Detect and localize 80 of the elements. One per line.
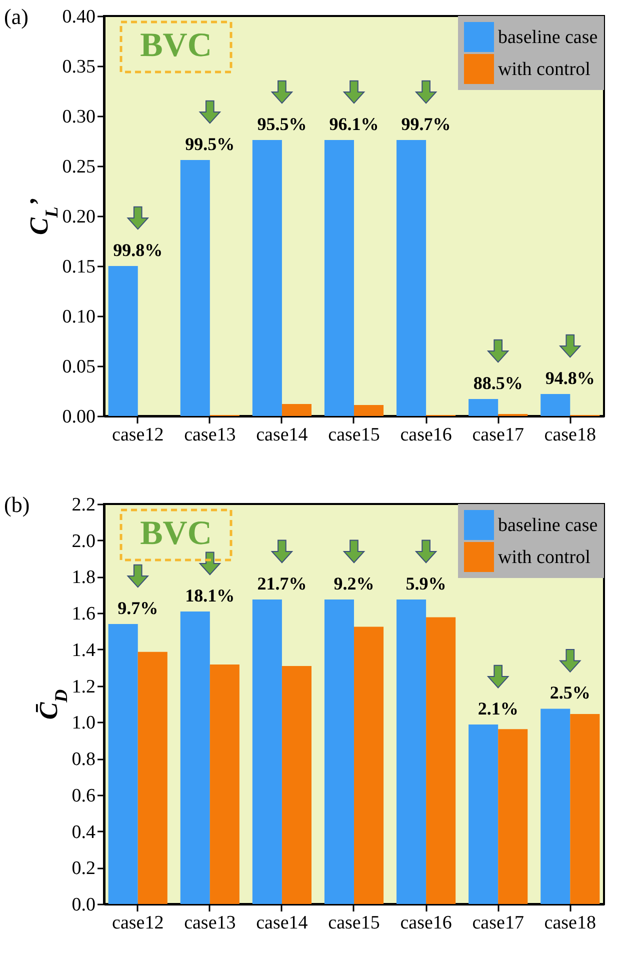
- bar: [108, 266, 138, 416]
- bar: [180, 160, 210, 416]
- bar: [210, 664, 240, 904]
- bar: [138, 652, 168, 904]
- bar: [468, 399, 498, 416]
- y-tick-label: 0.0: [72, 894, 96, 916]
- y-tick-label: 2.0: [72, 530, 96, 552]
- annotation: 5.9%: [406, 573, 446, 594]
- bar: [468, 724, 498, 904]
- annotation: 95.5%: [257, 114, 307, 134]
- x-tick-label: case17: [472, 424, 524, 446]
- bar: [252, 599, 282, 904]
- legend-label: baseline case: [498, 515, 598, 536]
- annotation: 99.7%: [401, 114, 451, 134]
- chart-title: (b): [4, 492, 30, 517]
- bar: [324, 140, 354, 416]
- bar: [282, 666, 312, 904]
- x-tick-label: case15: [328, 424, 380, 446]
- y-tick-label: 0.15: [62, 256, 96, 278]
- bar: [282, 404, 312, 416]
- y-tick-label: 0.10: [62, 306, 96, 328]
- bar: [426, 617, 456, 904]
- y-tick-label: 0.25: [62, 156, 96, 178]
- x-tick-label: case13: [184, 424, 236, 446]
- bar: [108, 624, 138, 904]
- y-tick-label: 1.0: [72, 712, 96, 734]
- bar: [540, 394, 570, 416]
- x-tick-label: case12: [112, 424, 164, 446]
- y-tick-label: 0.8: [72, 749, 96, 770]
- y-tick-label: 0.30: [62, 106, 96, 128]
- bar: [252, 140, 282, 416]
- bar: [354, 626, 384, 904]
- bar: [498, 729, 528, 904]
- x-tick-label: case18: [544, 424, 596, 446]
- bar: [354, 405, 384, 416]
- y-tick-label: 2.2: [72, 494, 96, 516]
- y-tick-label: 1.2: [72, 676, 96, 698]
- annotation: 9.7%: [118, 598, 158, 618]
- y-tick-label: 0.05: [62, 356, 96, 378]
- x-tick-label: case15: [328, 912, 380, 934]
- bar: [324, 599, 354, 904]
- y-tick-label: 1.6: [72, 604, 96, 625]
- legend-label: with control: [498, 59, 590, 80]
- bar: [180, 611, 210, 904]
- legend-label: baseline case: [498, 27, 598, 48]
- bar: [396, 599, 426, 904]
- annotation: 2.1%: [478, 698, 518, 719]
- annotation: 18.1%: [185, 585, 235, 606]
- annotation: 99.5%: [185, 134, 235, 154]
- y-tick-label: 0.20: [62, 206, 96, 228]
- y-tick-label: 0.00: [62, 406, 96, 428]
- x-tick-label: case14: [256, 424, 308, 446]
- chart-title: (a): [4, 4, 28, 29]
- y-tick-label: 1.4: [72, 640, 96, 661]
- annotation: 2.5%: [550, 682, 590, 703]
- y-tick-label: 0.35: [62, 56, 96, 78]
- annotation: 21.7%: [257, 573, 307, 594]
- y-tick-label: 0.40: [62, 6, 96, 28]
- x-tick-label: case12: [112, 912, 164, 934]
- x-tick-label: case16: [400, 424, 452, 446]
- x-tick-label: case16: [400, 912, 452, 934]
- y-tick-label: 1.8: [72, 567, 96, 588]
- annotation: 96.1%: [329, 114, 379, 134]
- annotation: BVC: [140, 27, 212, 64]
- y-tick-label: 0.2: [72, 858, 96, 880]
- annotation: 94.8%: [545, 368, 595, 388]
- x-tick-label: case13: [184, 912, 236, 934]
- legend-label: with control: [498, 547, 590, 568]
- bar: [570, 714, 600, 904]
- annotation: 88.5%: [473, 373, 523, 393]
- x-tick-label: case17: [472, 912, 524, 934]
- bar: [396, 140, 426, 416]
- x-tick-label: case18: [544, 912, 596, 934]
- x-tick-label: case14: [256, 912, 308, 934]
- annotation: BVC: [140, 515, 212, 552]
- y-tick-label: 0.6: [72, 785, 96, 806]
- annotation: 9.2%: [334, 573, 374, 594]
- bar: [540, 708, 570, 904]
- y-tick-label: 0.4: [72, 822, 96, 843]
- annotation: 99.8%: [113, 240, 163, 260]
